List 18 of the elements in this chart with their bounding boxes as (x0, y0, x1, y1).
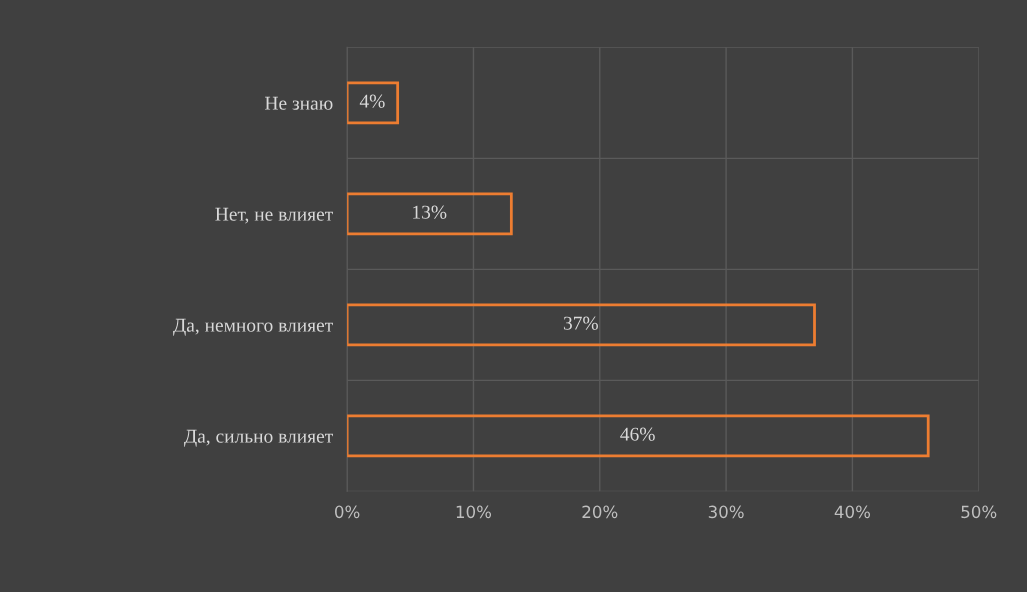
x-tick-label: 10% (456, 505, 492, 519)
x-tick-label: 30% (708, 505, 744, 519)
y-tick-label: Да, немного влияет (173, 318, 333, 336)
data-label: 13% (413, 205, 447, 219)
bar (347, 414, 930, 458)
bar (347, 303, 816, 347)
data-label: 37% (563, 316, 598, 330)
x-tick-label: 50% (961, 505, 997, 519)
bar (347, 192, 513, 236)
x-tick-label: 0% (335, 505, 360, 519)
y-tick-label: Не знаю (265, 96, 333, 110)
x-tick-label: 40% (834, 505, 871, 519)
x-tick-label: 20% (582, 505, 618, 519)
data-label: 4% (359, 94, 385, 108)
y-tick-label: Да, сильно влияет (184, 429, 333, 447)
y-tick-label: Нет, не влияет (215, 207, 333, 224)
bar (347, 81, 400, 125)
data-label: 46% (620, 427, 655, 441)
